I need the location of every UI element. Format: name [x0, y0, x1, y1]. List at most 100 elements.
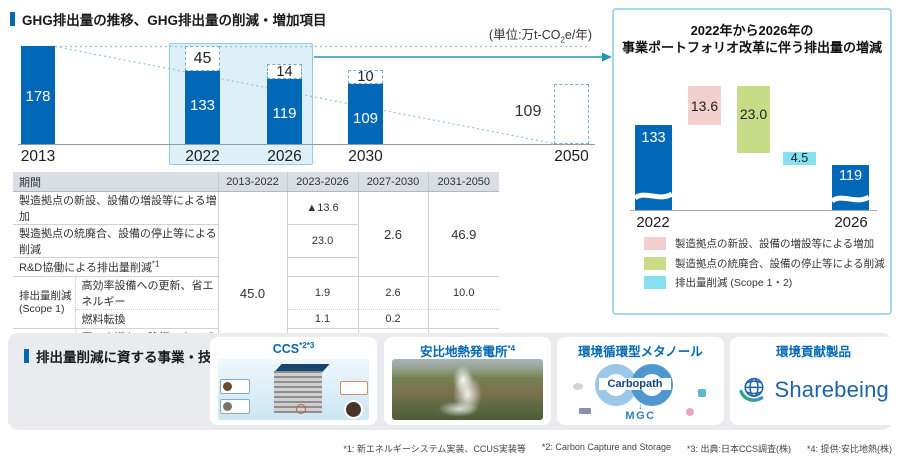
card-sharebeing: 環境貢献製品 Sharebeing: [730, 337, 897, 425]
product-icon: [686, 408, 694, 416]
ccs-diagram-image: [218, 359, 369, 420]
footnote-3: *3: 出典:日本CCS調査(株): [686, 444, 791, 454]
panel-title-line1: 2022年から2026年の: [690, 23, 814, 38]
cell-consolidation-2023: 23.0: [286, 224, 358, 258]
row-label-rd: R&D協働による排出量削減*1: [13, 257, 218, 277]
bar-2026: 119: [267, 79, 302, 144]
cell-fuel-2031: [427, 309, 499, 329]
color-swoosh-icon: [739, 389, 764, 402]
unit-subscript: 2: [560, 35, 565, 45]
legend-swatch-green: [644, 256, 666, 270]
bar-2050-target: [554, 84, 589, 144]
portfolio-change-panel: 2022年から2026年の 事業ポートフォリオ改革に伴う排出量の増減 133 1…: [612, 8, 892, 315]
waterfall-label-2022: 2022: [636, 214, 670, 231]
bar-2030: 109: [348, 84, 383, 144]
down-arrow-icon: ↓: [638, 401, 643, 411]
row-label-fuel: 燃料転換: [74, 309, 218, 329]
card-methanol-title: 環境循環型メタノール: [578, 345, 703, 359]
footnote-marker-23: *2*3: [299, 341, 315, 350]
row-label-efficiency: 高効率設備への更新、省エネルギー: [74, 276, 218, 310]
table-row: 製造拠点の統廃合、設備の停止等による削減 23.0: [13, 224, 499, 258]
legend-item: 製造拠点の統廃合、設備の停止等による削減: [644, 254, 885, 274]
table-row: 排出量削減 (Scope 1) 高効率設備への更新、省エネルギー 1.9 2.6…: [13, 276, 499, 329]
bar-2013: 178: [21, 46, 55, 144]
ccs-callout-sandstone: [220, 379, 250, 394]
panel-title: 2022年から2026年の 事業ポートフォリオ改革に伴う排出量の増減: [614, 23, 890, 57]
cell-fuel-2023: 1.1: [286, 309, 358, 329]
waterfall-legend: 製造拠点の新設、設備の増設等による増加 製造拠点の統廃合、設備の停止等による削減…: [644, 234, 885, 293]
col-header-2027-2030: 2027-2030: [357, 172, 428, 192]
unit-label: (単位:万t-CO2e/年): [430, 24, 592, 45]
row-label-increase: 製造拠点の新設、設備の増設等による増加: [13, 191, 218, 225]
legend-label: 製造拠点の統廃合、設備の停止等による削減: [675, 257, 885, 270]
card-sharebeing-title: 環境貢献製品: [775, 345, 851, 359]
legend-swatch-cyan: [644, 276, 666, 290]
reduction-2022-value: 45: [193, 49, 212, 67]
waterfall-bar-2022: [635, 125, 672, 211]
waterfall-decrease-box: [737, 86, 770, 153]
geothermal-plant-photo: [392, 359, 543, 420]
sharebeing-logo: Sharebeing: [738, 359, 889, 420]
sharebeing-wordmark: Sharebeing: [774, 376, 889, 402]
row-label-consolidation: 製造拠点の統廃合、設備の停止等による削減: [13, 224, 218, 258]
waterfall-increase-box: [688, 86, 721, 125]
waterfall-scope-value: 4.5: [790, 151, 809, 165]
reduction-2030-value: 10: [357, 69, 374, 85]
page-title: GHG排出量の推移、GHG排出量の削減・増加項目: [22, 13, 327, 28]
footnote-marker-4: *4: [507, 343, 516, 353]
rock-sample-icon: [223, 382, 232, 391]
page-title-row: GHG排出量の推移、GHG排出量の削減・増加項目: [10, 9, 327, 29]
unit-text-pre: (単位:万t-CO: [488, 28, 561, 42]
section-bullet-icon: [10, 12, 15, 26]
table-row: 燃料転換 1.1 0.2: [13, 309, 499, 329]
legend-label: 排出量削減 (Scope 1・2): [675, 277, 793, 290]
cell-efficiency-2027: 2.6: [357, 276, 428, 310]
reduction-box-2026: 14: [267, 64, 302, 80]
unit-text-post: e/年): [564, 28, 592, 42]
factory-icon: [579, 408, 591, 414]
table-row: R&D協働による排出量削減*1: [13, 257, 499, 277]
waterfall-2026-value: 119: [838, 168, 863, 184]
axis-label-2030: 2030: [348, 148, 383, 165]
group-label-scope1: 排出量削減 (Scope 1): [13, 276, 75, 329]
legend-item: 排出量削減 (Scope 1・2): [644, 273, 885, 293]
axis-label-2013: 2013: [20, 148, 56, 165]
waterfall-decrease-value: 23.0: [739, 106, 768, 122]
waterfall-scope-box: [783, 152, 816, 165]
col-header-period: 期間: [13, 172, 218, 192]
waterfall-axis-line: [630, 210, 877, 211]
axis-break-icon: [635, 191, 672, 201]
initiatives-band: 排出量削減に資する事業・技術 CCS*2*3 安比地熱発電所*4 環境循環型メタ…: [8, 333, 897, 430]
band-title-row: 排出量削減に資する事業・技術: [24, 346, 225, 366]
col-header-2031-2050: 2031-2050: [427, 172, 499, 192]
section-bullet-icon: [24, 349, 29, 363]
bar-2026-value: 119: [272, 105, 297, 122]
product-icon: [698, 389, 706, 397]
cell-efficiency-2023: 1.9: [286, 276, 358, 310]
axis-label-2022: 2022: [185, 148, 220, 165]
card-ccs: CCS*2*3: [210, 337, 377, 425]
footnote-4: *4: 提供:安比地熱(株): [806, 444, 892, 454]
card-geothermal: 安比地熱発電所*4: [384, 337, 551, 425]
axis-label-2050: 2050: [554, 148, 589, 165]
carbopath-diagram: Carbopath ↓ MGC: [565, 359, 716, 420]
ccs-callout-caprock: [220, 399, 250, 414]
waterfall-label-2026: 2026: [834, 214, 868, 231]
co2-cloud-icon: [573, 383, 583, 390]
footnote-1: *1: 新エネルギーシステム実装、CCUS実装等: [343, 444, 526, 454]
waterfall-2022-value: 133: [641, 130, 666, 146]
waterfall-bar-2026: [832, 165, 869, 211]
legend-item: 製造拠点の新設、設備の増設等による増加: [644, 234, 885, 254]
bar-2022: 133: [185, 71, 220, 144]
axis-label-2026: 2026: [267, 148, 302, 165]
cell-top-2031: 46.9: [427, 191, 499, 277]
cell-top-2027: 2.6: [357, 191, 428, 277]
bar-2022-value: 133: [189, 97, 216, 114]
panel-title-line2: 事業ポートフォリオ改革に伴う排出量の増減: [621, 39, 882, 55]
reservoir-closeup-icon: [344, 400, 363, 419]
globe-icon: [739, 377, 764, 402]
waterfall-increase-value: 13.6: [690, 98, 719, 114]
legend-label: 製造拠点の新設、設備の増設等による増加: [675, 238, 875, 251]
col-header-2013-2022: 2013-2022: [217, 172, 287, 192]
